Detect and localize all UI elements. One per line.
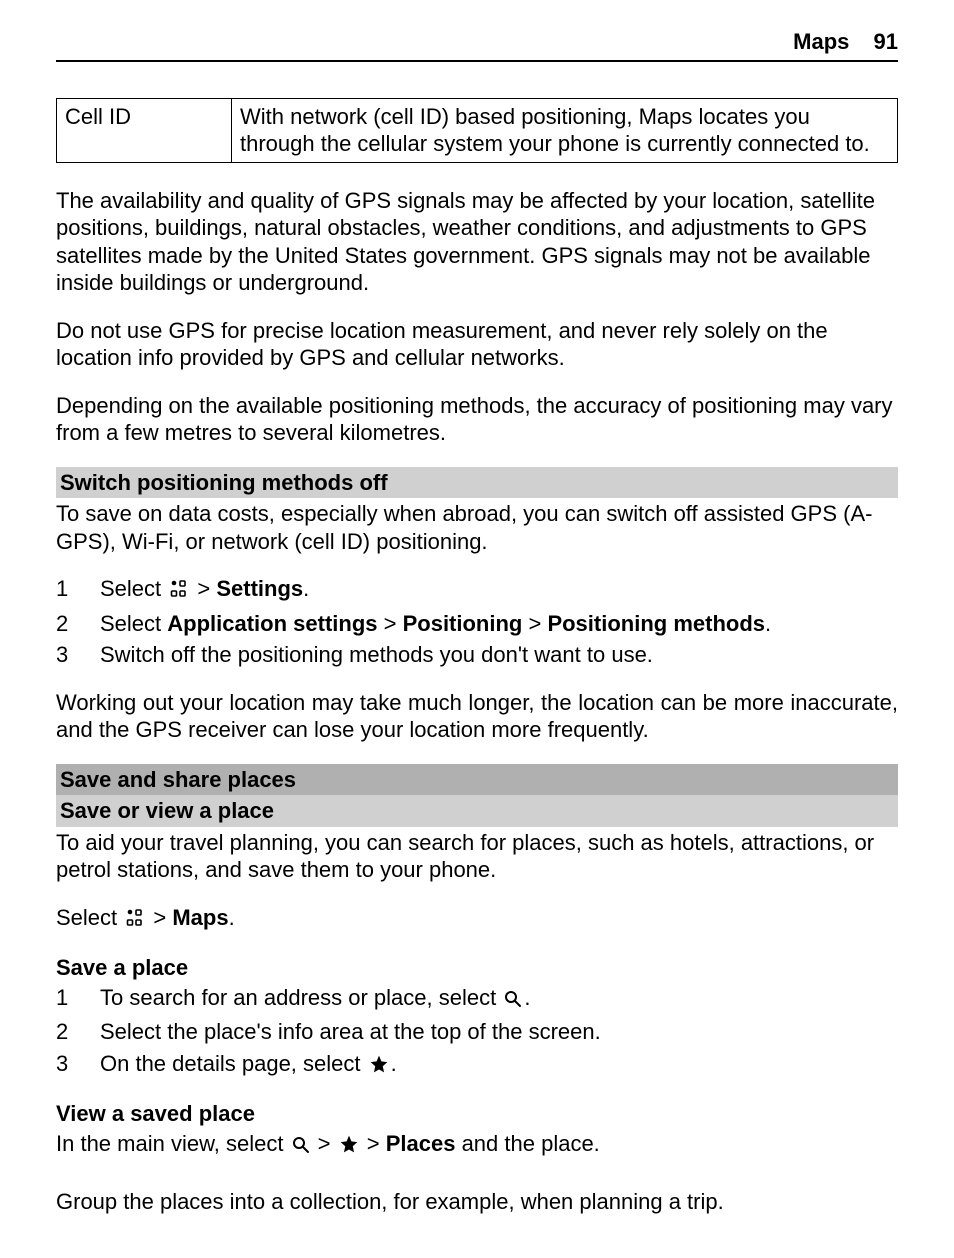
gps-availability-paragraph: The availability and quality of GPS sign… <box>56 187 898 297</box>
step-text: . <box>765 611 771 636</box>
cell-id-table: Cell ID With network (cell ID) based pos… <box>56 98 898 163</box>
maps-label: Maps <box>172 905 228 930</box>
places-label: Places <box>386 1131 456 1156</box>
page-header: Maps 91 <box>56 28 898 62</box>
menu-grid-icon <box>125 907 145 935</box>
step-text: > <box>191 576 216 601</box>
step-text: and the place. <box>455 1131 599 1156</box>
app-settings-label: Application settings <box>167 611 377 636</box>
switch-positioning-intro: To save on data costs, especially when a… <box>56 500 898 555</box>
view-saved-line: In the main view, select > > Places and … <box>56 1130 898 1161</box>
step-text: Select <box>100 576 167 601</box>
gps-accuracy-paragraph: Depending on the available positioning m… <box>56 392 898 447</box>
view-saved-heading: View a saved place <box>56 1100 898 1128</box>
step-text: . <box>303 576 309 601</box>
search-icon <box>292 1133 310 1161</box>
positioning-label: Positioning <box>403 611 523 636</box>
table-cell-label: Cell ID <box>57 98 232 162</box>
header-page-number: 91 <box>874 29 898 54</box>
step-text: To search for an address or place, selec… <box>100 985 502 1010</box>
save-share-heading: Save and share places <box>56 764 898 796</box>
star-icon <box>339 1133 359 1161</box>
table-cell-desc: With network (cell ID) based positioning… <box>232 98 898 162</box>
header-title: Maps <box>793 29 849 54</box>
step-text: . <box>229 905 235 930</box>
step-text: Select <box>100 611 167 636</box>
list-item: Switch off the positioning methods you d… <box>56 641 898 669</box>
switch-positioning-heading: Switch positioning methods off <box>56 467 898 499</box>
list-item: Select Application settings > Positionin… <box>56 610 898 638</box>
step-text: > <box>522 611 547 636</box>
step-text: Select <box>56 905 123 930</box>
group-places-paragraph: Group the places into a collection, for … <box>56 1188 898 1216</box>
switch-off-after-paragraph: Working out your location may take much … <box>56 689 898 744</box>
search-icon <box>504 987 522 1015</box>
star-icon <box>369 1053 389 1081</box>
table-row: Cell ID With network (cell ID) based pos… <box>57 98 898 162</box>
select-maps-line: Select > Maps. <box>56 904 898 935</box>
menu-grid-icon <box>169 578 189 606</box>
list-item: To search for an address or place, selec… <box>56 984 898 1015</box>
list-item: Select > Settings. <box>56 575 898 606</box>
step-text: > <box>147 905 172 930</box>
save-view-subheading: Save or view a place <box>56 795 898 827</box>
step-text: On the details page, select <box>100 1051 367 1076</box>
save-share-intro: To aid your travel planning, you can sea… <box>56 829 898 884</box>
settings-label: Settings <box>216 576 303 601</box>
save-place-heading: Save a place <box>56 954 898 982</box>
step-text: > <box>312 1131 337 1156</box>
list-item: Select the place's info area at the top … <box>56 1018 898 1046</box>
step-text: > <box>378 611 403 636</box>
positioning-methods-label: Positioning methods <box>547 611 765 636</box>
gps-warning-paragraph: Do not use GPS for precise location meas… <box>56 317 898 372</box>
save-place-steps: To search for an address or place, selec… <box>56 984 898 1081</box>
step-text: > <box>361 1131 386 1156</box>
step-text: In the main view, select <box>56 1131 290 1156</box>
switch-off-steps: Select > Settings. Select Application se… <box>56 575 898 669</box>
step-text: . <box>524 985 530 1010</box>
list-item: On the details page, select . <box>56 1050 898 1081</box>
step-text: . <box>391 1051 397 1076</box>
